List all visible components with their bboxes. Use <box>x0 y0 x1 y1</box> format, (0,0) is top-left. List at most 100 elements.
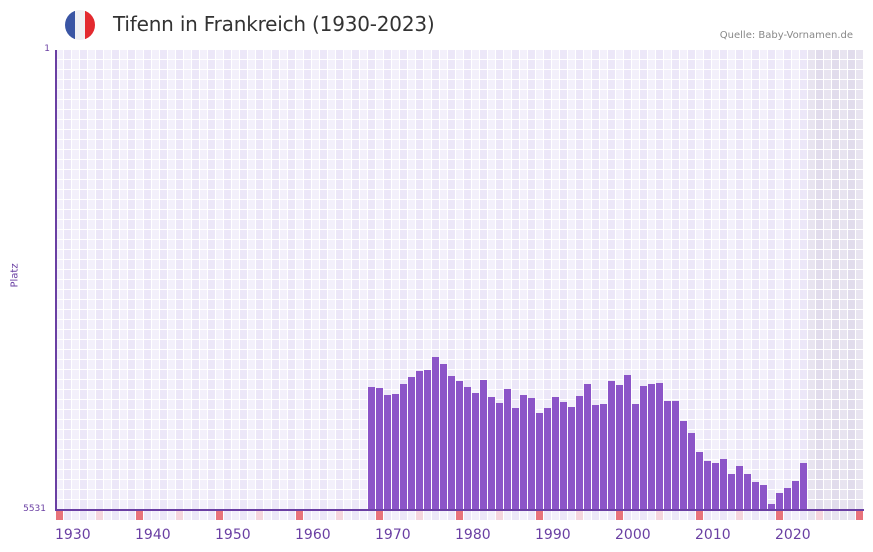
bar-2005[interactable] <box>656 382 663 510</box>
bar-1975[interactable] <box>416 371 423 510</box>
bar-2020[interactable] <box>776 493 783 510</box>
bar-1982[interactable] <box>472 392 479 510</box>
x-tick-label: 1970 <box>375 527 411 543</box>
bar-2017[interactable] <box>752 481 759 510</box>
year-cell <box>224 511 231 520</box>
year-cell <box>552 511 559 520</box>
year-cell <box>752 511 759 520</box>
year-cell <box>344 511 351 520</box>
bar-2006[interactable] <box>664 401 671 510</box>
bar-1987[interactable] <box>512 408 519 510</box>
bar-2014[interactable] <box>728 473 735 510</box>
year-cell <box>240 511 247 520</box>
bar-2004[interactable] <box>648 383 655 510</box>
bar-1973[interactable] <box>400 383 407 510</box>
bar-1989[interactable] <box>528 397 535 510</box>
year-cell <box>568 511 575 520</box>
bar-1993[interactable] <box>560 402 567 510</box>
y-axis-label: Platz <box>9 263 21 288</box>
bar-1978[interactable] <box>440 364 447 510</box>
year-cell <box>520 511 527 520</box>
year-cell <box>168 511 175 520</box>
bar-2011[interactable] <box>704 461 711 510</box>
bar-2008[interactable] <box>680 420 687 510</box>
year-cell <box>384 511 391 520</box>
chart-title: Tifenn in Frankreich (1930-2023) <box>113 12 435 36</box>
y-tick-top: 1 <box>44 44 50 54</box>
y-tick-bottom: 5531 <box>23 504 46 514</box>
bar-2007[interactable] <box>672 401 679 510</box>
year-cell <box>592 511 599 520</box>
bar-1985[interactable] <box>496 402 503 510</box>
year-cell <box>448 511 455 520</box>
bar-1995[interactable] <box>576 395 583 510</box>
year-cell <box>264 511 271 520</box>
bar-1990[interactable] <box>536 413 543 510</box>
year-cell <box>848 511 855 520</box>
bar-1986[interactable] <box>504 388 511 510</box>
bar-2022[interactable] <box>792 481 799 510</box>
year-cell <box>712 511 719 520</box>
x-tick-label: 1930 <box>55 527 91 543</box>
year-cell <box>72 511 79 520</box>
bar-1980[interactable] <box>456 380 463 510</box>
year-cell <box>744 511 751 520</box>
bar-2001[interactable] <box>624 374 631 510</box>
bar-2019[interactable] <box>768 504 775 510</box>
bar-1970[interactable] <box>376 387 383 510</box>
bar-1997[interactable] <box>592 405 599 510</box>
decade-marker <box>856 511 863 520</box>
half-decade-marker <box>176 511 183 520</box>
bar-2010[interactable] <box>696 452 703 510</box>
bar-2000[interactable] <box>616 384 623 510</box>
bar-1979[interactable] <box>448 375 455 510</box>
year-cell <box>88 511 95 520</box>
bar-2003[interactable] <box>640 385 647 510</box>
decade-marker <box>136 511 143 520</box>
year-cell <box>768 511 775 520</box>
year-cell <box>528 511 535 520</box>
half-decade-marker <box>736 511 743 520</box>
year-cell <box>584 511 591 520</box>
year-cell <box>600 511 607 520</box>
year-cell <box>208 511 215 520</box>
x-tick-label: 2020 <box>775 527 811 543</box>
year-cell <box>632 511 639 520</box>
bar-1996[interactable] <box>584 383 591 510</box>
decade-marker <box>616 511 623 520</box>
bar-1984[interactable] <box>488 396 495 510</box>
bar-1977[interactable] <box>432 357 439 510</box>
decade-marker <box>376 511 383 520</box>
half-decade-marker <box>416 511 423 520</box>
bar-1969[interactable] <box>368 386 375 510</box>
year-cell <box>272 511 279 520</box>
bar-2013[interactable] <box>720 459 727 510</box>
bar-2023[interactable] <box>800 463 807 510</box>
bar-1999[interactable] <box>608 380 615 510</box>
bar-2018[interactable] <box>760 484 767 510</box>
decade-marker <box>776 511 783 520</box>
bar-1971[interactable] <box>384 394 391 510</box>
half-decade-marker <box>96 511 103 520</box>
bar-1988[interactable] <box>520 394 527 510</box>
year-cell <box>288 511 295 520</box>
year-cell <box>424 511 431 520</box>
bar-2002[interactable] <box>632 404 639 510</box>
bar-1983[interactable] <box>480 379 487 510</box>
bar-2015[interactable] <box>736 465 743 510</box>
bar-1994[interactable] <box>568 407 575 510</box>
bar-1972[interactable] <box>392 393 399 510</box>
bar-2012[interactable] <box>712 463 719 510</box>
bar-2016[interactable] <box>744 473 751 510</box>
bar-1991[interactable] <box>544 408 551 510</box>
bar-1981[interactable] <box>464 386 471 510</box>
bar-1976[interactable] <box>424 370 431 510</box>
bar-2021[interactable] <box>784 488 791 510</box>
bar-1974[interactable] <box>408 376 415 510</box>
half-decade-marker <box>816 511 823 520</box>
bar-2009[interactable] <box>688 432 695 510</box>
bar-1992[interactable] <box>552 396 559 510</box>
bar-1998[interactable] <box>600 404 607 510</box>
decade-marker <box>216 511 223 520</box>
year-cell <box>200 511 207 520</box>
